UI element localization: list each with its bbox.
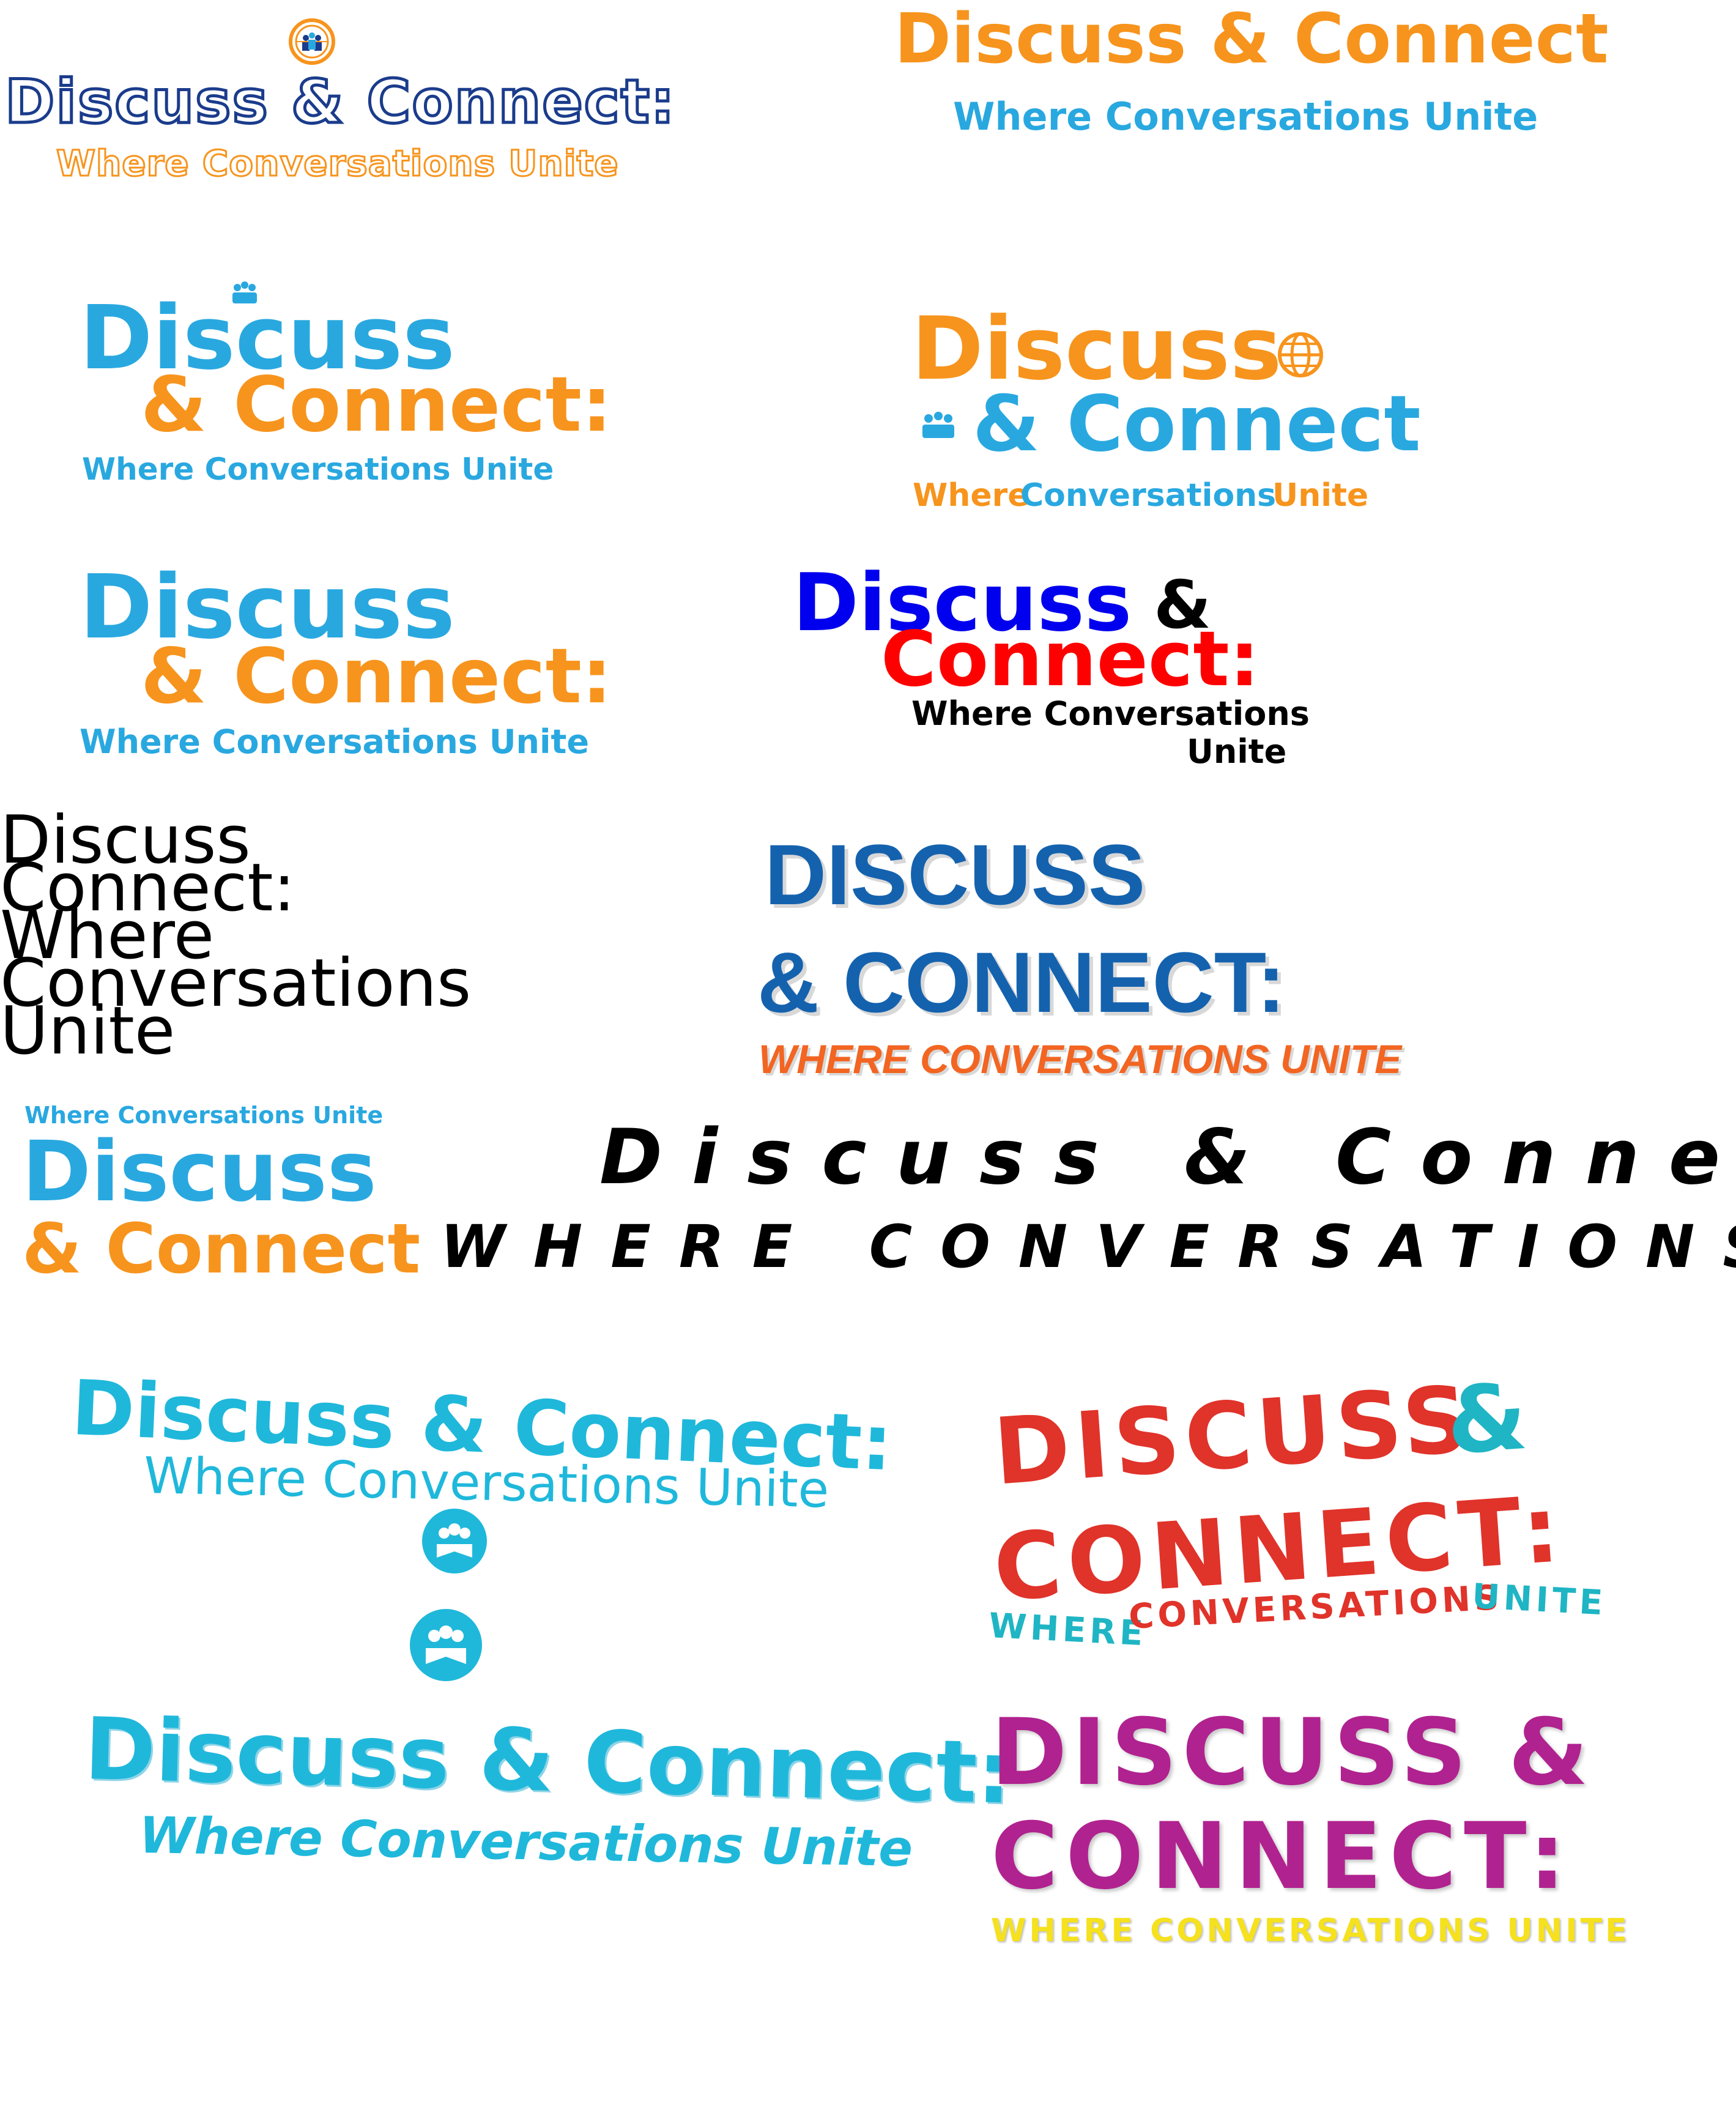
logo-tagline-line3: Unite — [0, 993, 176, 1069]
logo-tagline: WHERE CONVERSATIONS UNITE — [759, 1036, 1402, 1082]
logo-variant-14: DISCUSS & CONNECT: WHERE CONVERSATIONS U… — [979, 1707, 1652, 1964]
logo-variant-11: Discuss & Connect: Where Conversations U… — [61, 1364, 918, 1578]
logo-title-line2: Connect: — [0, 850, 295, 926]
logo-title-line1: Discuss — [22, 1124, 377, 1220]
logo-title-line1: DISCUSS & — [991, 1700, 1593, 1806]
logo-variant-7: Discuss Connect: Where Conversations Uni… — [0, 808, 502, 1064]
logo-tagline: Where Conversations Unite — [953, 94, 1538, 139]
logo-tagline: Where Conversations Unite — [82, 451, 554, 487]
logo-title-line1: Discuss — [911, 299, 1282, 399]
logo-tagline-part1: WHERE — [987, 1606, 1148, 1654]
people-icon — [920, 411, 957, 439]
logo-title-line2: & Connect — [22, 1209, 421, 1289]
logo-title: Discuss & Connect: — [4, 67, 677, 137]
logo-tagline-line1: Where — [0, 897, 215, 974]
logo-title: Discuss & Connect: — [599, 1113, 1736, 1202]
logo-tagline-part3: Unite — [1272, 477, 1369, 514]
people-badge-icon — [410, 1609, 482, 1681]
logo-variant-10: Discuss & Connect: WHERE CONVERSATIONS U… — [440, 1120, 1736, 1303]
logo-tagline-line2: Unite — [1187, 732, 1287, 771]
logo-title-line2: & CONNECT: — [757, 934, 1286, 1030]
logo-title-line1: DISCUSS — [990, 1366, 1477, 1506]
logo-title-line1: Discuss — [793, 556, 1132, 649]
logo-title-line1: Discuss — [80, 555, 455, 658]
logo-tagline: WHERE CONVERSATIONS UNITE — [440, 1213, 1736, 1281]
logo-tagline: Where Conversations Unite — [138, 1807, 913, 1879]
logo-title-line2: & Connect — [973, 379, 1421, 469]
logo-variant-5: Discuss & Connect: Where Conversations U… — [73, 551, 612, 771]
logo-variant-6: Discuss & Connect: Where Conversations U… — [789, 551, 1315, 795]
logo-variant-12: DISCUSS & CONNECT: WHERE CONVERSATIONS U… — [979, 1364, 1652, 1658]
logo-variant-1: Discuss & Connect: Where Conversations U… — [0, 0, 691, 196]
globe-icon — [1276, 330, 1325, 379]
logo-tagline-line1: Where Conversations — [911, 694, 1310, 733]
logo-title-line2: & Connect: — [141, 361, 612, 449]
logo-variant-4: Discuss & Connect Where Conversations Un… — [905, 299, 1421, 514]
logo-ampersand: & — [1443, 1363, 1530, 1476]
logo-title: Discuss & Connect: — [83, 1700, 1013, 1824]
logo-title-line1: Discuss — [80, 286, 455, 389]
logo-title-line1: Discuss — [0, 802, 251, 879]
logo-title-line1: DISCUSS — [765, 827, 1146, 923]
logo-variant-8: DISCUSS & CONNECT: WHERE CONVERSATIONS U… — [752, 832, 1486, 1089]
logo-title-line2: CONNECT: — [991, 1804, 1573, 1910]
logo-tagline: WHERE CONVERSATIONS UNITE — [991, 1912, 1630, 1949]
logo-variant-2: Discuss & Connect Where Conversations Un… — [881, 0, 1615, 147]
logo-tagline-part1: Where — [913, 477, 1029, 514]
logo-tagline: Where Conversations Unite — [24, 1102, 384, 1129]
logo-tagline: Where Conversations Unite — [143, 1447, 830, 1520]
logo-variant-3: Discuss & Connect: Where Conversations U… — [73, 281, 612, 502]
logo-tagline-part2: Conversations — [1020, 477, 1277, 514]
logo-tagline: Where Conversations Unite — [80, 723, 589, 761]
logo-tagline-part3: UNITE — [1471, 1577, 1608, 1624]
people-globe-icon — [289, 18, 335, 65]
logo-ampersand: & — [1154, 567, 1212, 644]
people-icon — [230, 281, 259, 306]
logo-tagline-line2: Conversations — [0, 945, 472, 1022]
logo-title: Discuss & Connect — [894, 0, 1609, 79]
logo-variant-9: Where Conversations Unite Discuss & Conn… — [18, 1101, 447, 1303]
people-badge-icon — [422, 1509, 487, 1573]
logo-tagline: Where Conversations Unite — [56, 143, 620, 184]
logo-title-line2: & Connect: — [141, 633, 612, 721]
logo-variant-13: Discuss & Connect: Where Conversations U… — [80, 1609, 1012, 1896]
logo-title-line2: Connect: — [881, 615, 1260, 704]
